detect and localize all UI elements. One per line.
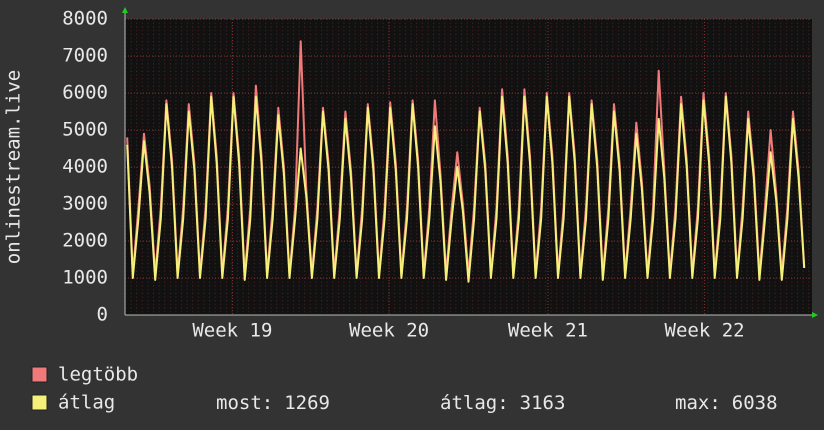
y-axis-label: onlinestream.live xyxy=(3,70,25,264)
stat-label: átlag: xyxy=(440,392,509,414)
x-tick-label: Week 20 xyxy=(349,320,429,342)
y-tick-label: 5000 xyxy=(62,119,108,141)
axis-arrow xyxy=(122,7,128,13)
legend-label: átlag xyxy=(58,392,115,414)
stat-value: 6038 xyxy=(732,392,778,414)
y-tick-label: 3000 xyxy=(62,193,108,215)
x-tick-label: Week 22 xyxy=(665,320,745,342)
y-tick-label: 2000 xyxy=(62,230,108,252)
y-tick-label: 1000 xyxy=(62,267,108,289)
stat-label: most: xyxy=(216,392,273,414)
stat-value: 3163 xyxy=(520,392,566,414)
stat: most: 1269 xyxy=(216,392,330,414)
y-tick-label: 7000 xyxy=(62,45,108,67)
stat-label: max: xyxy=(675,392,721,414)
x-tick-label: Week 21 xyxy=(508,320,588,342)
stat-value: 1269 xyxy=(284,392,330,414)
stat: max: 6038 xyxy=(675,392,778,414)
legend-label: legtöbb xyxy=(58,364,138,386)
y-tick-label: 8000 xyxy=(62,8,108,30)
axis-arrow xyxy=(812,312,818,318)
x-tick-label: Week 19 xyxy=(192,320,272,342)
legend-swatch xyxy=(31,394,48,411)
y-tick-label: 4000 xyxy=(62,156,108,178)
legend-swatch xyxy=(31,366,48,383)
series-line xyxy=(126,95,806,283)
stat: átlag: 3163 xyxy=(440,392,565,414)
y-tick-label: 6000 xyxy=(62,82,108,104)
y-tick-label: 0 xyxy=(97,304,108,326)
